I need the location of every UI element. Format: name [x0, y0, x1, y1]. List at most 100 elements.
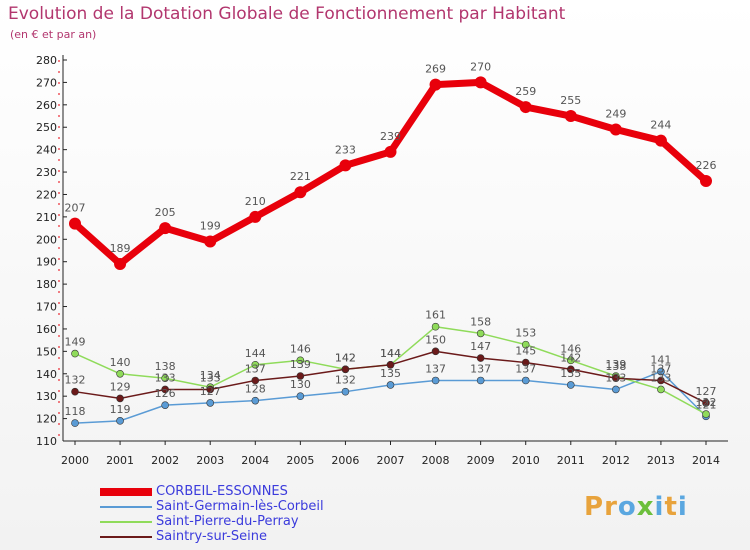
data-point-saint-pierre-du-perray [296, 356, 305, 365]
legend-item-saint-pierre-du-perray[interactable]: Saint-Pierre-du-Perray [100, 514, 324, 529]
data-point-corbeil-essonnes [69, 217, 81, 230]
data-point-saintry-sur-seine [521, 358, 530, 367]
data-label-saint-pierre-du-perray: 146 [560, 342, 581, 355]
legend-item-saint-germain-les-corbeil[interactable]: Saint-Germain-lès-Corbeil [100, 499, 324, 514]
legend-swatch-saint-germain-les-corbeil [100, 505, 152, 508]
data-point-saint-pierre-du-perray [431, 322, 440, 331]
data-point-saint-pierre-du-perray [116, 369, 124, 378]
x-tick-label: 2008 [422, 454, 450, 467]
x-tick-label: 2007 [377, 454, 405, 467]
data-point-saint-germain-les-corbeil [341, 387, 350, 396]
x-tick-label: 2012 [602, 454, 630, 467]
data-label-saint-germain-les-corbeil: 141 [650, 354, 671, 367]
data-point-saint-pierre-du-perray [566, 356, 575, 365]
legend-label: CORBEIL-ESSONNES [156, 484, 288, 499]
data-point-saint-pierre-du-perray [71, 349, 79, 358]
data-label-saint-pierre-du-perray: 138 [155, 360, 176, 373]
data-label-saintry-sur-seine: 133 [200, 371, 221, 384]
data-label-corbeil-essonnes: 207 [65, 202, 86, 215]
data-point-saintry-sur-seine [702, 399, 710, 407]
data-label-saintry-sur-seine: 150 [425, 333, 446, 346]
data-label-corbeil-essonnes: 249 [605, 107, 626, 120]
data-point-saint-germain-les-corbeil [161, 401, 169, 409]
y-tick-label: 180 [36, 278, 57, 291]
data-label-saintry-sur-seine: 133 [155, 371, 176, 384]
chart-axes [58, 55, 728, 445]
data-point-saint-pierre-du-perray [702, 410, 710, 418]
data-label-saintry-sur-seine: 145 [515, 345, 536, 358]
data-label-saintry-sur-seine: 127 [696, 385, 717, 398]
data-point-saintry-sur-seine [251, 376, 260, 385]
legend-label: Saint-Germain-lès-Corbeil [156, 499, 324, 514]
data-point-saint-pierre-du-perray [657, 385, 665, 394]
data-label-corbeil-essonnes: 226 [696, 159, 717, 172]
data-label-saint-germain-les-corbeil: 137 [425, 362, 446, 375]
data-point-saint-germain-les-corbeil [476, 376, 485, 385]
data-point-saint-pierre-du-perray [521, 340, 530, 349]
data-label-saintry-sur-seine: 129 [110, 380, 131, 393]
data-label-corbeil-essonnes: 233 [335, 143, 356, 156]
data-label-saint-germain-les-corbeil: 128 [245, 383, 266, 396]
data-label-saintry-sur-seine: 138 [605, 360, 626, 373]
data-label-saint-germain-les-corbeil: 121 [696, 398, 717, 411]
legend-swatch-saint-pierre-du-perray [100, 520, 152, 523]
data-point-corbeil-essonnes [609, 123, 622, 136]
data-point-saint-pierre-du-perray [251, 360, 260, 369]
data-point-saintry-sur-seine [341, 365, 350, 374]
y-tick-label: 110 [36, 435, 57, 448]
data-label-saint-germain-les-corbeil: 137 [470, 362, 491, 375]
y-tick-label: 120 [36, 413, 57, 426]
data-label-saintry-sur-seine: 147 [470, 340, 491, 353]
data-label-saintry-sur-seine: 132 [65, 374, 86, 387]
data-point-corbeil-essonnes [519, 101, 532, 114]
data-label-corbeil-essonnes: 269 [425, 63, 446, 76]
data-point-corbeil-essonnes [654, 134, 667, 147]
data-point-saintry-sur-seine [657, 376, 665, 385]
x-tick-label: 2002 [151, 454, 179, 467]
data-point-saintry-sur-seine [431, 347, 440, 356]
data-point-saintry-sur-seine [386, 360, 395, 369]
data-point-corbeil-essonnes [339, 159, 352, 172]
y-tick-label: 140 [36, 368, 57, 381]
data-point-saintry-sur-seine [476, 354, 485, 362]
data-label-saint-pierre-du-perray: 139 [605, 358, 626, 371]
data-point-corbeil-essonnes [564, 110, 577, 123]
data-label-corbeil-essonnes: 199 [200, 220, 221, 233]
data-point-saint-germain-les-corbeil [251, 396, 260, 405]
legend-item-corbeil-essonnes[interactable]: CORBEIL-ESSONNES [100, 484, 324, 499]
logo-letter: r [604, 492, 618, 522]
data-point-saint-germain-les-corbeil [566, 381, 575, 389]
data-point-saint-germain-les-corbeil [386, 381, 395, 389]
data-point-saint-germain-les-corbeil [521, 376, 530, 385]
data-label-saintry-sur-seine: 142 [560, 351, 581, 364]
data-label-corbeil-essonnes: 205 [155, 206, 176, 219]
data-label-corbeil-essonnes: 244 [650, 119, 671, 132]
data-label-saintry-sur-seine: 142 [335, 351, 356, 364]
data-label-saint-pierre-du-perray: 158 [470, 315, 491, 328]
line-chart: 110 120 130 140 150 160 170 180 190 200 210 220 230 2… [36, 54, 728, 467]
data-point-saintry-sur-seine [116, 394, 124, 403]
logo-letter: t [664, 492, 678, 522]
y-tick-label: 130 [36, 390, 57, 403]
y-tick-label: 250 [36, 121, 57, 134]
x-tick-label: 2001 [106, 454, 134, 467]
proxiti-logo: Proxiti [584, 492, 688, 522]
legend-swatch-saintry-sur-seine [100, 535, 152, 538]
data-point-saint-pierre-du-perray [161, 374, 169, 383]
logo-letter: i [677, 492, 688, 522]
y-tick-label: 260 [36, 99, 57, 112]
y-tick-label: 230 [36, 166, 57, 179]
data-point-saint-germain-les-corbeil [116, 417, 124, 425]
data-label-saint-germain-les-corbeil: 130 [290, 378, 311, 391]
logo-letter: P [584, 492, 605, 522]
data-label-saint-pierre-du-perray: 140 [110, 356, 131, 369]
data-label-corbeil-essonnes: 270 [470, 60, 491, 73]
legend-item-saintry-sur-seine[interactable]: Saintry-sur-Seine [100, 529, 324, 544]
data-label-saint-germain-les-corbeil: 135 [380, 367, 401, 380]
data-point-corbeil-essonnes [204, 235, 217, 248]
data-label-saint-germain-les-corbeil: 132 [335, 374, 356, 387]
y-tick-label: 150 [36, 345, 57, 358]
logo-letter: i [654, 492, 665, 522]
data-label-saint-pierre-du-perray: 153 [515, 327, 536, 340]
